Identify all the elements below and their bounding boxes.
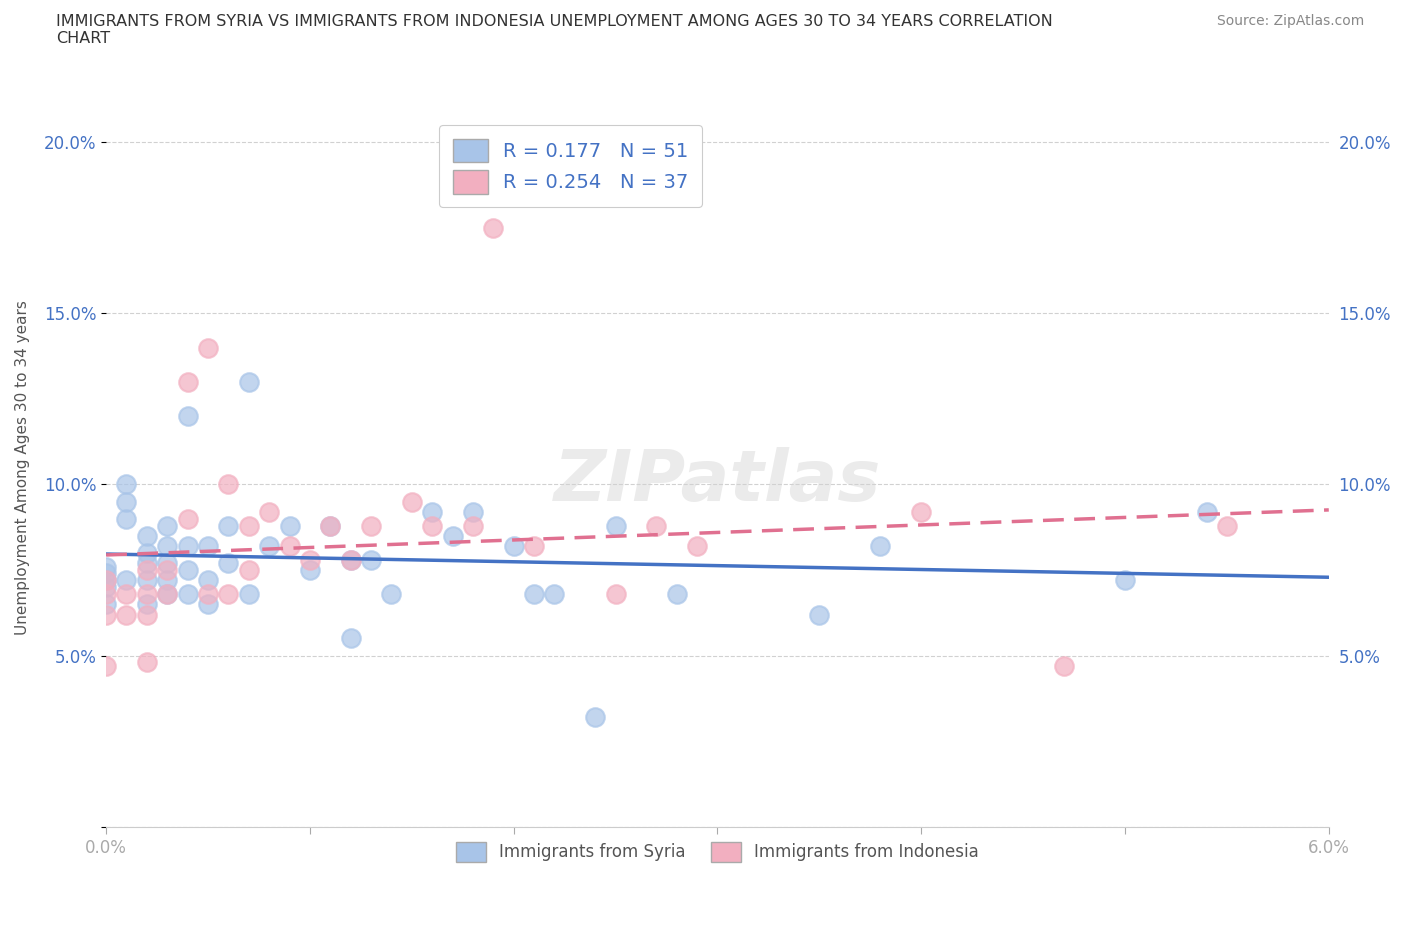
Point [156,587,179,602]
Point [115,607,138,622]
Point [94,607,117,622]
Point [523,587,546,602]
Point [156,573,179,588]
Point [156,518,179,533]
Point [319,518,342,533]
Point [94,573,117,588]
Point [1195,504,1218,519]
Point [135,546,157,561]
Legend: Immigrants from Syria, Immigrants from Indonesia: Immigrants from Syria, Immigrants from I… [450,835,986,869]
Point [502,538,524,553]
Point [686,538,709,553]
Point [115,573,138,588]
Point [156,538,179,553]
Point [543,587,565,602]
Point [217,556,239,571]
Point [1114,573,1136,588]
Point [197,587,219,602]
Point [605,518,627,533]
Point [482,220,505,235]
Point [135,573,157,588]
Point [197,573,219,588]
Point [278,538,301,553]
Point [176,375,198,390]
Point [605,587,627,602]
Point [135,655,157,670]
Point [298,552,321,567]
Point [339,552,361,567]
Point [217,477,239,492]
Point [441,528,464,543]
Point [135,556,157,571]
Point [360,518,382,533]
Point [135,587,157,602]
Point [176,512,198,526]
Point [583,710,606,724]
Point [197,340,219,355]
Point [910,504,932,519]
Point [238,587,260,602]
Point [176,563,198,578]
Point [319,518,342,533]
Text: IMMIGRANTS FROM SYRIA VS IMMIGRANTS FROM INDONESIA UNEMPLOYMENT AMONG AGES 30 TO: IMMIGRANTS FROM SYRIA VS IMMIGRANTS FROM… [56,14,1053,46]
Point [197,597,219,612]
Point [94,559,117,574]
Point [156,563,179,578]
Point [115,512,138,526]
Point [665,587,688,602]
Point [135,528,157,543]
Point [420,504,443,519]
Point [135,607,157,622]
Point [278,518,301,533]
Point [135,597,157,612]
Point [197,538,219,553]
Point [217,518,239,533]
Point [176,538,198,553]
Point [298,563,321,578]
Point [401,494,423,509]
Point [94,587,117,602]
Point [380,587,402,602]
Point [339,552,361,567]
Point [238,518,260,533]
Point [1216,518,1239,533]
Point [238,563,260,578]
Point [257,538,280,553]
Point [523,538,546,553]
Point [869,538,891,553]
Point [645,518,668,533]
Point [176,408,198,423]
Text: ZIPatlas: ZIPatlas [554,447,882,516]
Point [135,563,157,578]
Y-axis label: Unemployment Among Ages 30 to 34 years: Unemployment Among Ages 30 to 34 years [15,299,30,635]
Point [115,494,138,509]
Point [94,573,117,588]
Point [94,658,117,673]
Point [115,477,138,492]
Point [461,504,484,519]
Point [461,518,484,533]
Point [339,631,361,646]
Point [217,587,239,602]
Point [94,597,117,612]
Point [94,579,117,594]
Point [156,587,179,602]
Point [94,566,117,581]
Point [420,518,443,533]
Point [1053,658,1076,673]
Point [176,587,198,602]
Point [115,587,138,602]
Point [257,504,280,519]
Point [360,552,382,567]
Text: Source: ZipAtlas.com: Source: ZipAtlas.com [1216,14,1364,28]
Point [238,375,260,390]
Point [808,607,831,622]
Point [156,556,179,571]
